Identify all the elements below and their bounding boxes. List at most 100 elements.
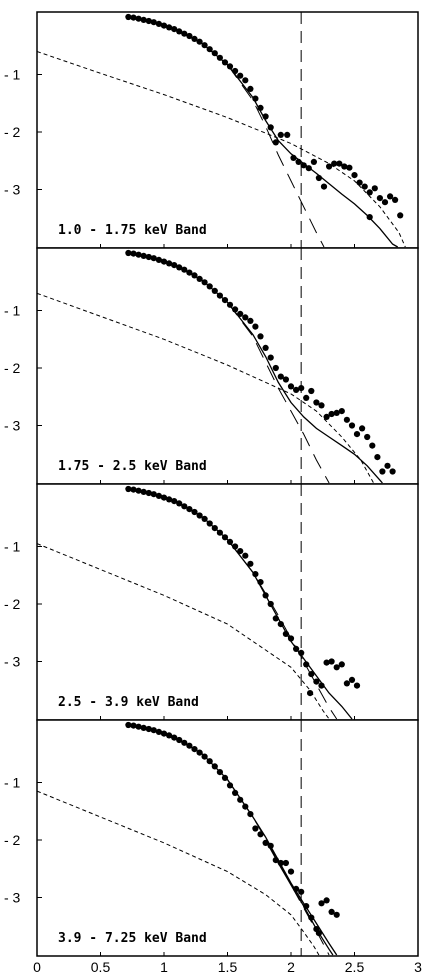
data-point bbox=[226, 63, 234, 70]
data-point bbox=[211, 763, 218, 770]
data-point bbox=[145, 253, 152, 261]
y-tick-label: - 1 bbox=[4, 539, 21, 555]
data-point bbox=[130, 250, 137, 257]
data-point bbox=[150, 491, 157, 498]
data-point bbox=[145, 489, 152, 497]
data-point bbox=[181, 266, 188, 273]
data-point bbox=[247, 317, 254, 324]
data-point bbox=[293, 885, 300, 893]
plot-area bbox=[37, 720, 340, 956]
data-point bbox=[252, 95, 259, 102]
plot-area bbox=[37, 484, 361, 720]
data-point bbox=[318, 402, 325, 409]
data-point bbox=[348, 676, 356, 684]
data-point bbox=[166, 260, 173, 267]
data-point bbox=[181, 503, 188, 510]
data-point bbox=[353, 431, 361, 438]
panel-frame bbox=[36, 483, 419, 721]
data-point bbox=[216, 769, 223, 776]
data-point bbox=[181, 739, 188, 746]
data-point bbox=[150, 19, 157, 26]
data-point bbox=[125, 721, 132, 729]
data-point bbox=[247, 811, 254, 818]
data-point bbox=[376, 195, 383, 202]
data-point bbox=[305, 165, 312, 172]
series-line-short-dash bbox=[37, 543, 330, 720]
x-tick-label: 1.5 bbox=[218, 959, 238, 975]
data-point bbox=[257, 831, 264, 838]
data-point bbox=[145, 725, 152, 733]
data-point bbox=[211, 525, 218, 532]
data-point bbox=[135, 251, 142, 258]
series-line-long-dash bbox=[227, 302, 330, 484]
data-point bbox=[196, 749, 203, 756]
data-point bbox=[206, 758, 213, 765]
data-point bbox=[211, 50, 218, 57]
y-tick-label: - 3 bbox=[4, 654, 21, 670]
data-point bbox=[272, 364, 279, 372]
data-point bbox=[155, 492, 162, 499]
data-point bbox=[171, 734, 178, 741]
data-point bbox=[176, 264, 183, 271]
data-point bbox=[307, 690, 314, 697]
data-point bbox=[284, 131, 291, 138]
series-line-short-dash bbox=[37, 292, 375, 484]
data-point bbox=[221, 59, 229, 66]
data-point bbox=[221, 297, 229, 304]
y-tick-label: - 2 bbox=[4, 596, 21, 612]
data-point bbox=[130, 14, 137, 21]
data-point bbox=[242, 314, 249, 321]
data-point bbox=[397, 212, 404, 219]
data-point bbox=[125, 13, 132, 21]
data-point bbox=[176, 500, 183, 507]
panel-1: - 1 - 2 - 3 1.0 - 1.75 keV Band bbox=[4, 11, 419, 249]
data-point bbox=[130, 486, 137, 493]
data-point bbox=[323, 659, 330, 666]
data-point bbox=[125, 249, 132, 257]
plot-area bbox=[37, 248, 396, 484]
data-point bbox=[176, 736, 183, 744]
data-point bbox=[171, 26, 178, 33]
data-point bbox=[313, 399, 320, 406]
panel-frame bbox=[36, 719, 419, 957]
data-point bbox=[237, 72, 244, 79]
data-point bbox=[326, 163, 333, 170]
y-tick-label: - 2 bbox=[4, 360, 21, 376]
data-point bbox=[267, 842, 274, 849]
data-point bbox=[282, 630, 289, 638]
data-point bbox=[166, 732, 173, 739]
x-tick-label: 0.5 bbox=[91, 959, 111, 975]
data-point bbox=[160, 494, 168, 501]
data-point bbox=[267, 124, 274, 131]
data-point bbox=[331, 160, 338, 167]
data-point bbox=[384, 462, 391, 469]
data-point bbox=[381, 199, 389, 206]
data-point bbox=[150, 727, 157, 734]
data-point bbox=[155, 256, 162, 263]
y-tick-label: - 1 bbox=[4, 303, 21, 319]
data-point bbox=[293, 645, 300, 653]
data-point bbox=[353, 682, 361, 689]
data-point bbox=[336, 160, 343, 167]
data-point bbox=[272, 857, 279, 864]
data-point bbox=[140, 252, 147, 259]
data-point bbox=[226, 538, 234, 546]
data-point bbox=[298, 649, 305, 657]
data-point bbox=[308, 671, 315, 678]
x-tick-label: 3 bbox=[414, 959, 422, 975]
data-point bbox=[130, 722, 137, 729]
series-line-short-dash bbox=[37, 51, 406, 248]
data-point bbox=[359, 425, 366, 432]
data-point bbox=[186, 506, 193, 513]
data-point bbox=[267, 600, 274, 608]
data-point bbox=[135, 487, 142, 494]
series-line-long-dash bbox=[227, 779, 330, 956]
data-point bbox=[374, 454, 381, 461]
data-point bbox=[318, 682, 325, 689]
series-line-short-dash bbox=[37, 790, 320, 956]
band-label: 1.75 - 2.5 keV Band bbox=[58, 459, 207, 474]
data-point bbox=[242, 552, 249, 559]
data-point bbox=[201, 515, 208, 523]
y-tick-label: - 3 bbox=[4, 418, 21, 434]
data-point bbox=[140, 488, 147, 495]
